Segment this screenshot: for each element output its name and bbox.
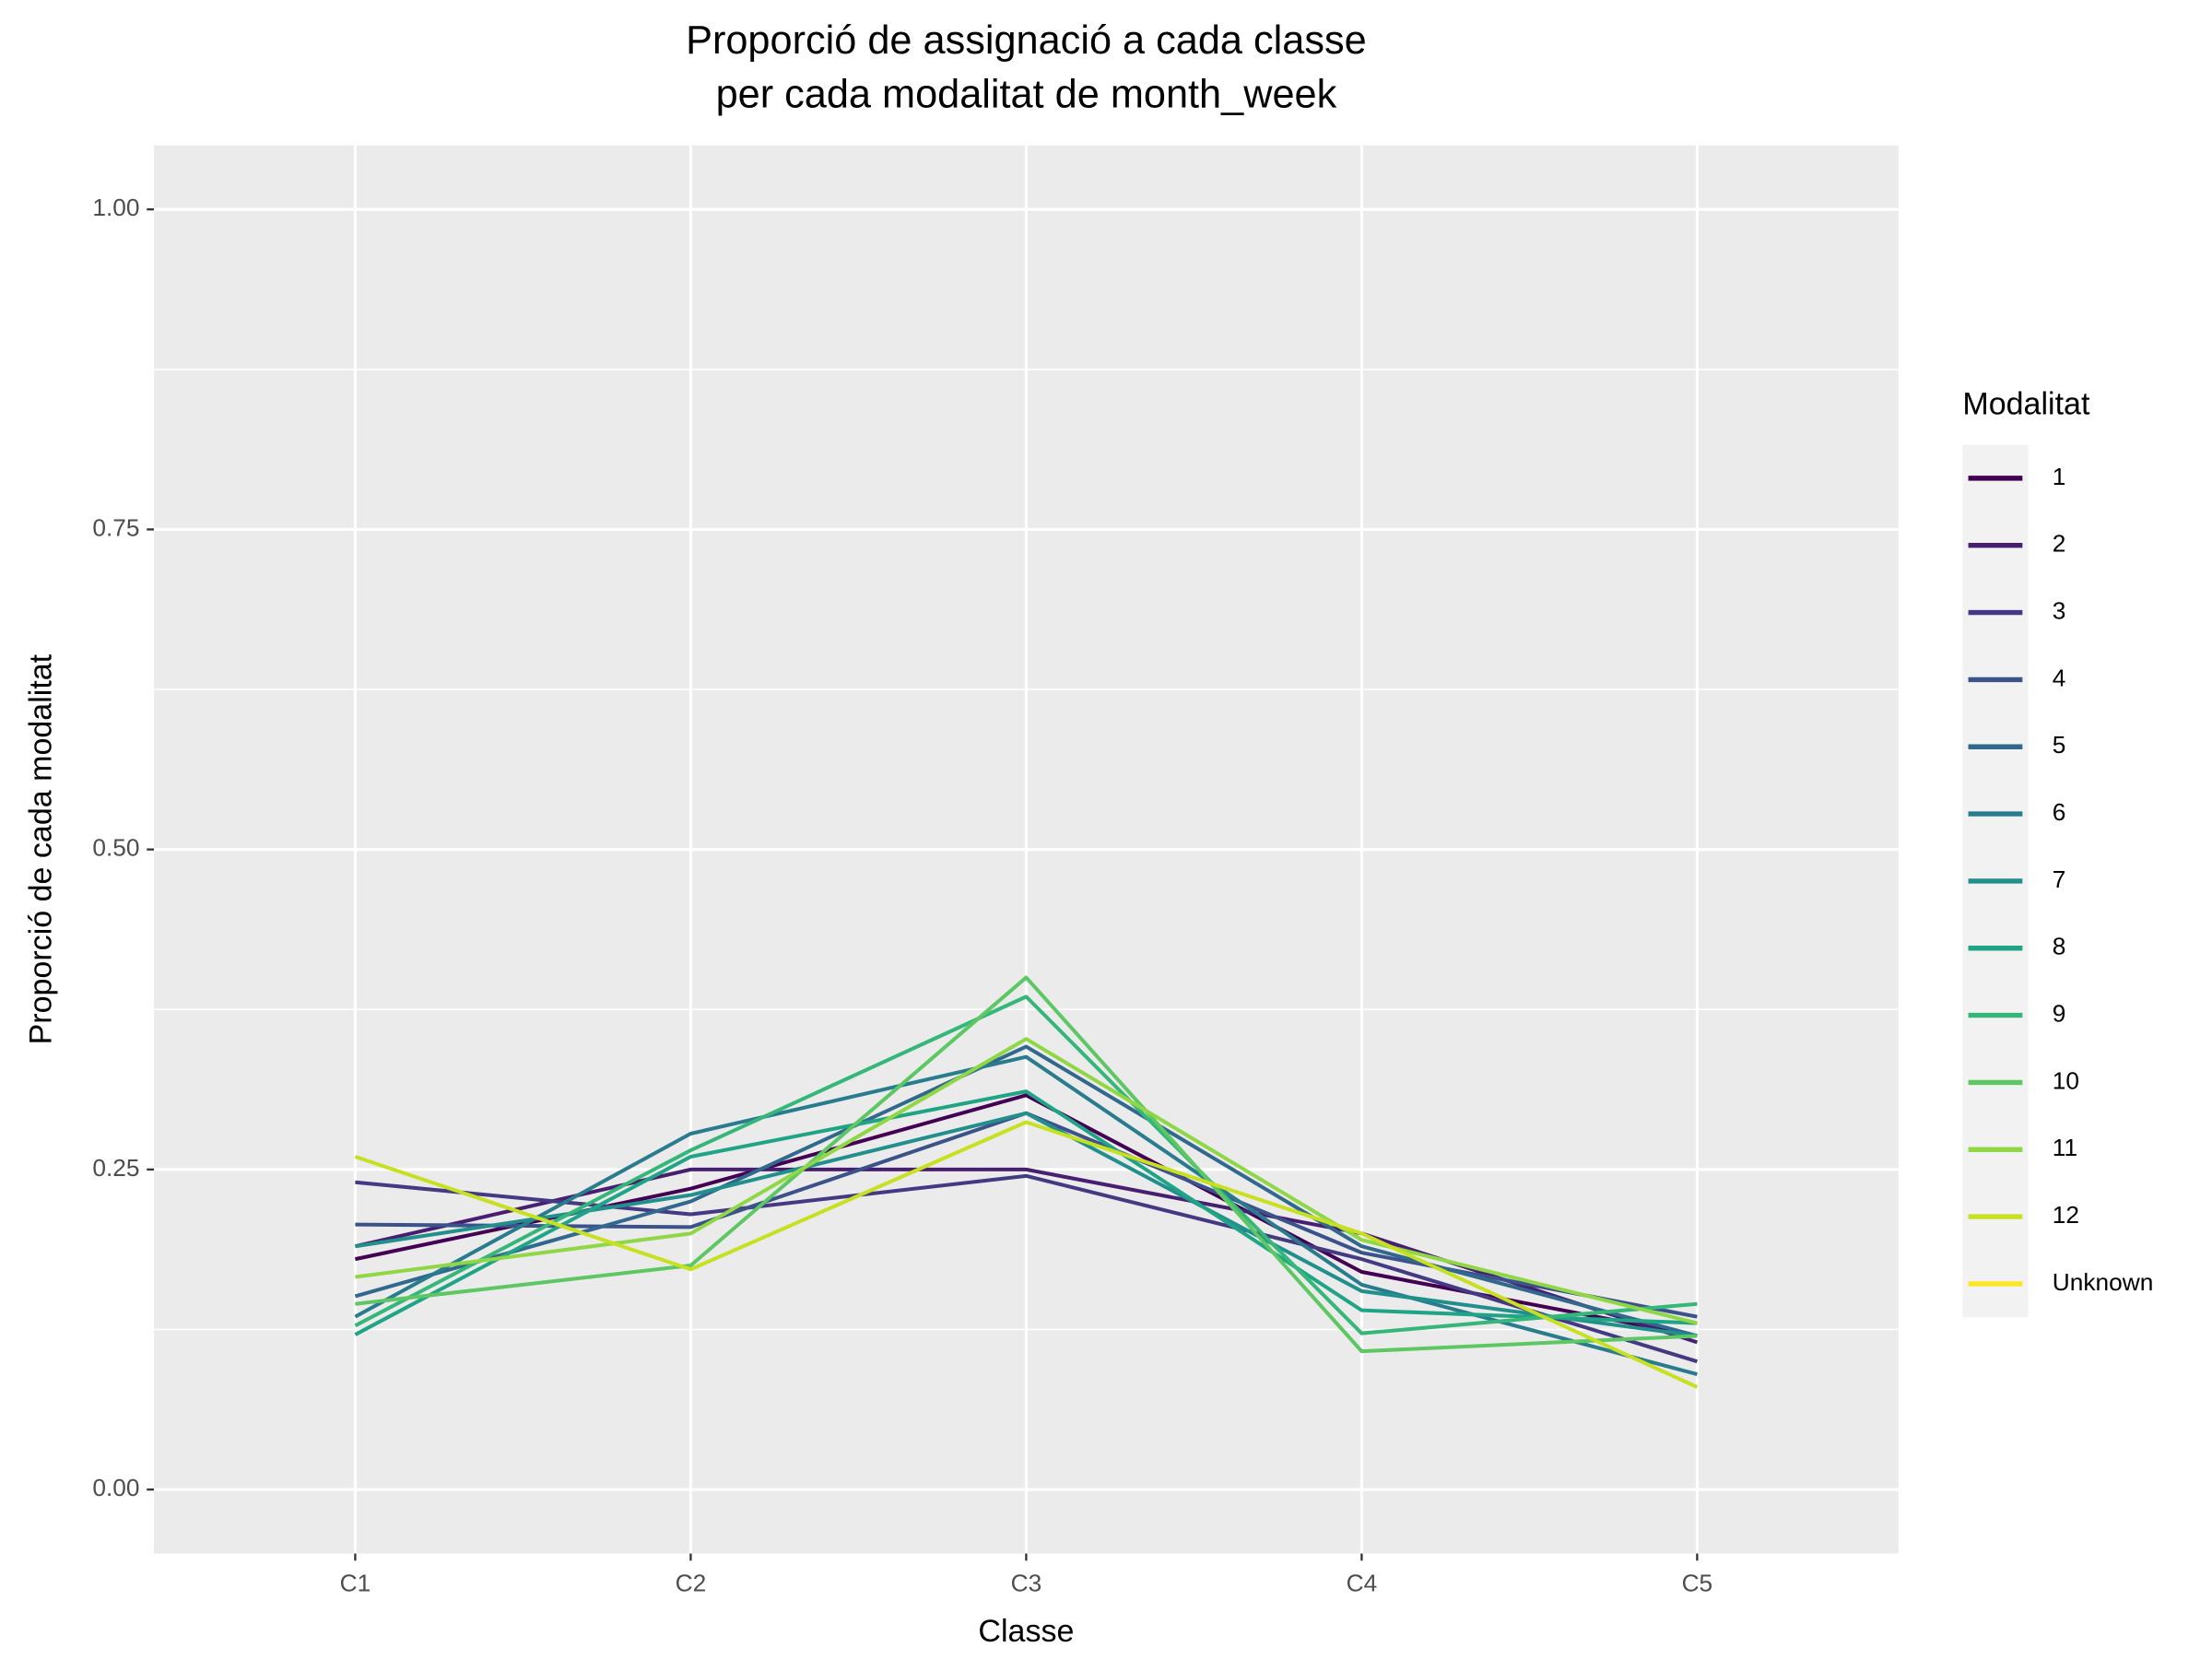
chart-title: per cada modalitat de month_week [716,73,1337,117]
x-tick-label: C2 [676,1570,707,1597]
x-axis-label: Classe [978,1614,1074,1649]
grid [154,145,1899,1554]
legend-label: 12 [2053,1201,2079,1229]
series-line [354,1089,1698,1336]
legend-label: 8 [2053,933,2066,960]
series-line [354,1120,1699,1389]
legend-label: 7 [2053,865,2066,893]
y-tick-label: 1.00 [92,194,139,221]
series-line [354,994,1698,1335]
chart-title: Proporció de assignació a cada classe [686,18,1367,63]
series-line [355,1173,1698,1364]
legend-label: Unknown [2053,1268,2154,1296]
legend-label: 1 [2053,463,2066,490]
y-tick-label: 0.25 [92,1154,139,1182]
y-tick-label: 0.75 [92,513,139,541]
x-tick-label: C1 [340,1570,371,1597]
series-line [355,975,1698,1354]
lines [354,975,1699,1389]
legend-label: 6 [2053,798,2066,826]
y-axis-label: Proporció de cada modalitat [23,653,58,1044]
x-tick-label: C5 [1682,1570,1713,1597]
legend-label: 10 [2053,1066,2079,1094]
x-tick-label: C4 [1347,1570,1378,1597]
legend-label: 11 [2053,1134,2077,1161]
legend-label: 9 [2053,1000,2066,1028]
series-line [355,1111,1698,1338]
legend-label: 3 [2053,596,2066,624]
y-tick-label: 0.00 [92,1474,139,1501]
legend-title: Modalitat [1962,387,2090,422]
legend-label: 2 [2053,530,2066,558]
legend-label: 4 [2053,664,2066,691]
legend-label: 5 [2053,731,2066,759]
y-tick-label: 0.50 [92,834,139,862]
series-line [355,1037,1698,1325]
x-tick-label: C3 [1011,1570,1042,1597]
